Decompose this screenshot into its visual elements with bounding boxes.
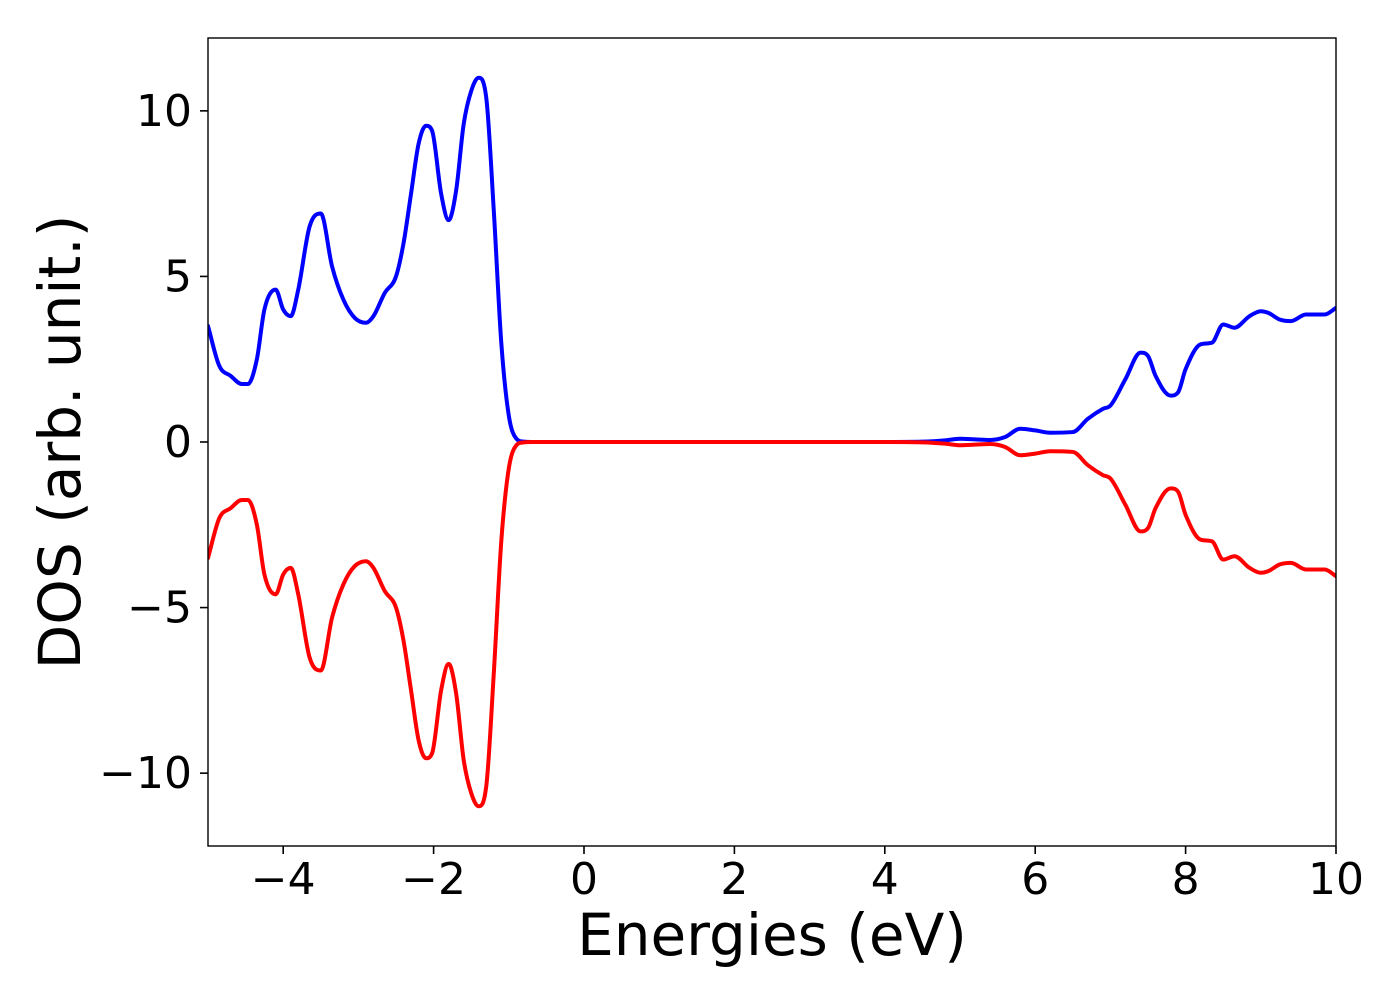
x-tick-label: 8 bbox=[1172, 854, 1200, 905]
x-axis-title: Energies (eV) bbox=[577, 901, 967, 969]
y-tick-label: −10 bbox=[99, 748, 192, 799]
x-tick-label: −4 bbox=[251, 854, 316, 905]
y-axis-title: DOS (arb. unit.) bbox=[26, 215, 94, 670]
y-tick-label: −5 bbox=[127, 583, 192, 634]
y-tick-label: 0 bbox=[164, 417, 192, 468]
x-tick-label: 0 bbox=[570, 854, 598, 905]
x-tick-label: −2 bbox=[401, 854, 466, 905]
x-tick-label: 2 bbox=[720, 854, 748, 905]
x-axis: −4 −2 0 2 4 6 8 10 bbox=[251, 846, 1364, 905]
x-tick-label: 10 bbox=[1308, 854, 1364, 905]
y-axis: −10 −5 0 5 10 bbox=[99, 86, 208, 799]
x-tick-label: 4 bbox=[871, 854, 899, 905]
y-tick-label: 10 bbox=[136, 86, 192, 137]
x-tick-label: 6 bbox=[1021, 854, 1049, 905]
y-tick-label: 5 bbox=[164, 251, 192, 302]
series-layer bbox=[208, 75, 1336, 809]
series-line-2 bbox=[208, 439, 1336, 809]
